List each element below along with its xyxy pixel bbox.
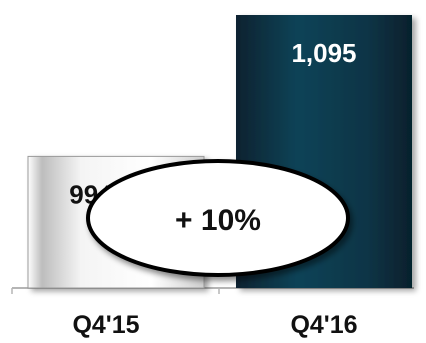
category-label: Q4'16 bbox=[290, 311, 357, 339]
category-label: Q4'15 bbox=[72, 311, 139, 339]
growth-annotation-label: + 10% bbox=[175, 204, 261, 237]
growth-annotation-oval bbox=[86, 159, 350, 277]
bar-value-label: 1,095 bbox=[291, 38, 356, 68]
growth-annotation: + 10% bbox=[86, 159, 350, 277]
